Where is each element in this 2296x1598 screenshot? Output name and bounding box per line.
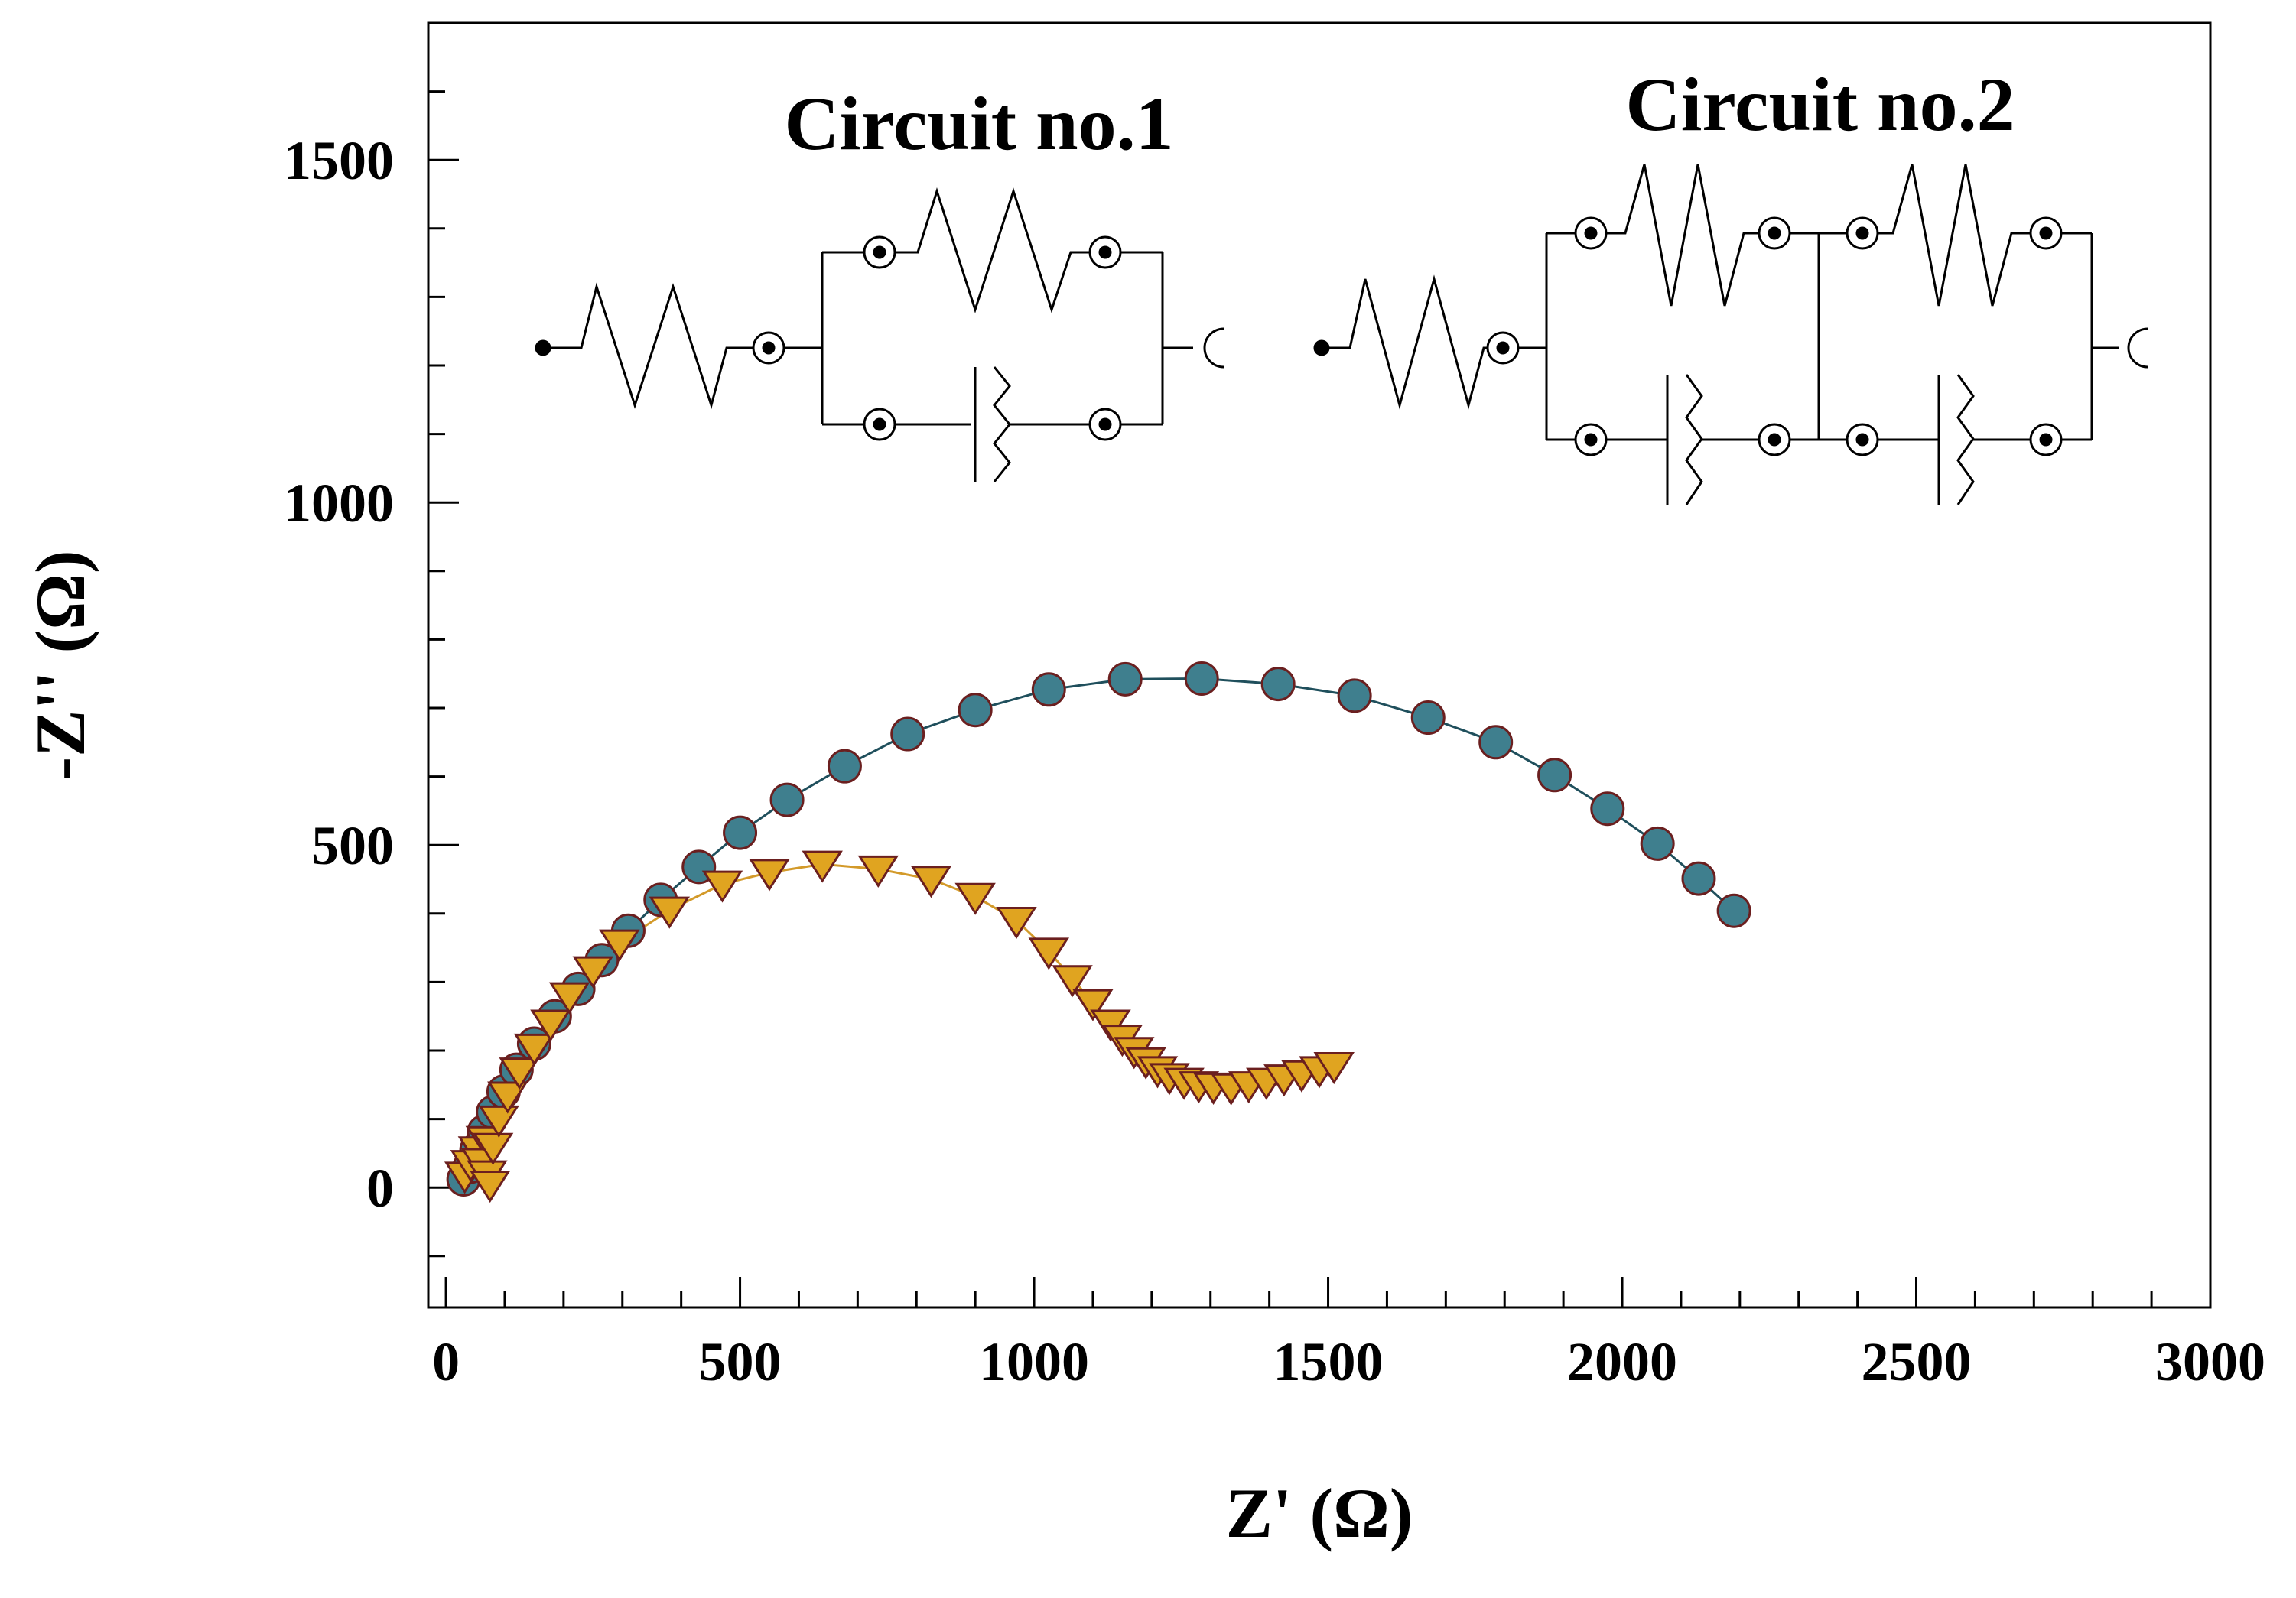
node-icon [1758,423,1791,456]
y-tick-labels: 0 500 1000 1500 [284,130,394,1219]
circle-data-point [1478,725,1514,760]
x-tick-label: 2500 [1862,1331,1972,1392]
node-icon [752,331,785,365]
node-icon [1088,235,1122,269]
circle-data-point [1716,893,1751,928]
terminal-cap-icon [1203,327,1224,369]
x-tick-label: 2000 [1567,1331,1677,1392]
triangle-data-point [857,855,899,888]
triangle-data-point [1313,1052,1355,1085]
triangle-data-point [548,982,590,1015]
triangle-data-point [954,882,996,915]
x-tick-label: 1000 [979,1331,1089,1392]
circles-fit-line [462,677,1735,1181]
node-icon [2029,423,2063,456]
circle-data-point [1184,661,1219,696]
y-axis-label: -Z'' (Ω) [21,550,99,780]
circle-data-point [1260,667,1296,702]
circuit-2-title: Circuit no.2 [1625,62,2015,147]
triangle-data-point [599,929,640,962]
node-icon [1088,408,1122,441]
y-tick-label: 0 [366,1158,394,1219]
y-tick-label: 1000 [284,473,394,534]
node-icon [863,408,896,441]
triangle-data-point [1028,937,1069,970]
circle-data-point [769,782,805,817]
circuit-1-diagram [535,187,1224,482]
circle-data-point [890,716,925,752]
resistor-icon [895,187,1090,313]
terminal-dot-icon [1313,339,1330,356]
circuit-2-diagram [1313,164,2148,505]
circle-data-point [1640,826,1675,861]
triangle-data-point [513,1033,555,1066]
circle-data-point [1681,861,1716,896]
plot-frame [427,21,2212,1309]
circle-data-point [1107,661,1143,697]
node-icon [1574,216,1608,250]
triangle-data-point [472,1132,514,1165]
node-icon [1846,423,1879,456]
x-tick-label: 500 [699,1331,782,1392]
triangle-data-point [649,896,691,929]
x-axis-label: Z' (Ω) [1226,1474,1413,1552]
constant-phase-element-icon [1666,374,1703,505]
circle-data-point [1537,758,1572,793]
terminal-dot-icon [535,339,551,356]
node-icon [1846,216,1879,250]
circle-data-point [1590,791,1625,827]
resistor-icon [1606,164,1759,307]
terminal-cap-icon [2127,327,2148,369]
triangle-data-point [749,859,790,892]
series-fit-lines [462,677,1735,1185]
data-markers [444,661,1751,1203]
node-icon [1758,216,1791,250]
triangle-data-point [701,870,743,903]
triangle-data-point [478,1105,520,1138]
triangle-data-point [910,866,952,898]
node-icon [2029,216,2063,250]
triangle-data-point [487,1081,528,1114]
resistor-icon [550,282,753,410]
circle-data-point [1031,672,1066,707]
node-icon [1574,423,1608,456]
triangle-data-point [802,850,843,883]
x-tick-label: 0 [432,1331,460,1392]
constant-phase-element-icon [974,366,1011,482]
circle-data-point [1337,678,1372,713]
triangle-data-point [499,1057,540,1090]
x-tick-labels: 0 500 1000 1500 2000 2500 3000 [432,1331,2265,1392]
constant-phase-element-icon [1937,374,1975,505]
triangle-data-point [1072,989,1114,1021]
triangles-fit-line [463,862,1335,1185]
x-tick-label: 1500 [1273,1331,1384,1392]
circle-data-point [827,749,862,784]
triangle-data-point [996,907,1037,940]
node-icon [1486,331,1520,365]
circle-data-point [1410,700,1446,736]
axis-ticks [428,21,2212,1307]
triangle-data-point [1052,965,1093,998]
node-icon [863,235,896,269]
circuit-1-title: Circuit no.1 [784,81,1173,166]
triangle-data-point [470,1171,511,1203]
circle-data-point [958,693,993,728]
circle-data-point [723,815,758,850]
y-tick-label: 1500 [284,130,394,191]
resistor-icon [1878,164,2031,307]
x-tick-label: 3000 [2155,1331,2265,1392]
triangle-data-point [572,956,614,989]
y-tick-label: 500 [311,815,394,876]
triangle-data-point [530,1009,571,1042]
resistor-icon [1328,274,1488,410]
